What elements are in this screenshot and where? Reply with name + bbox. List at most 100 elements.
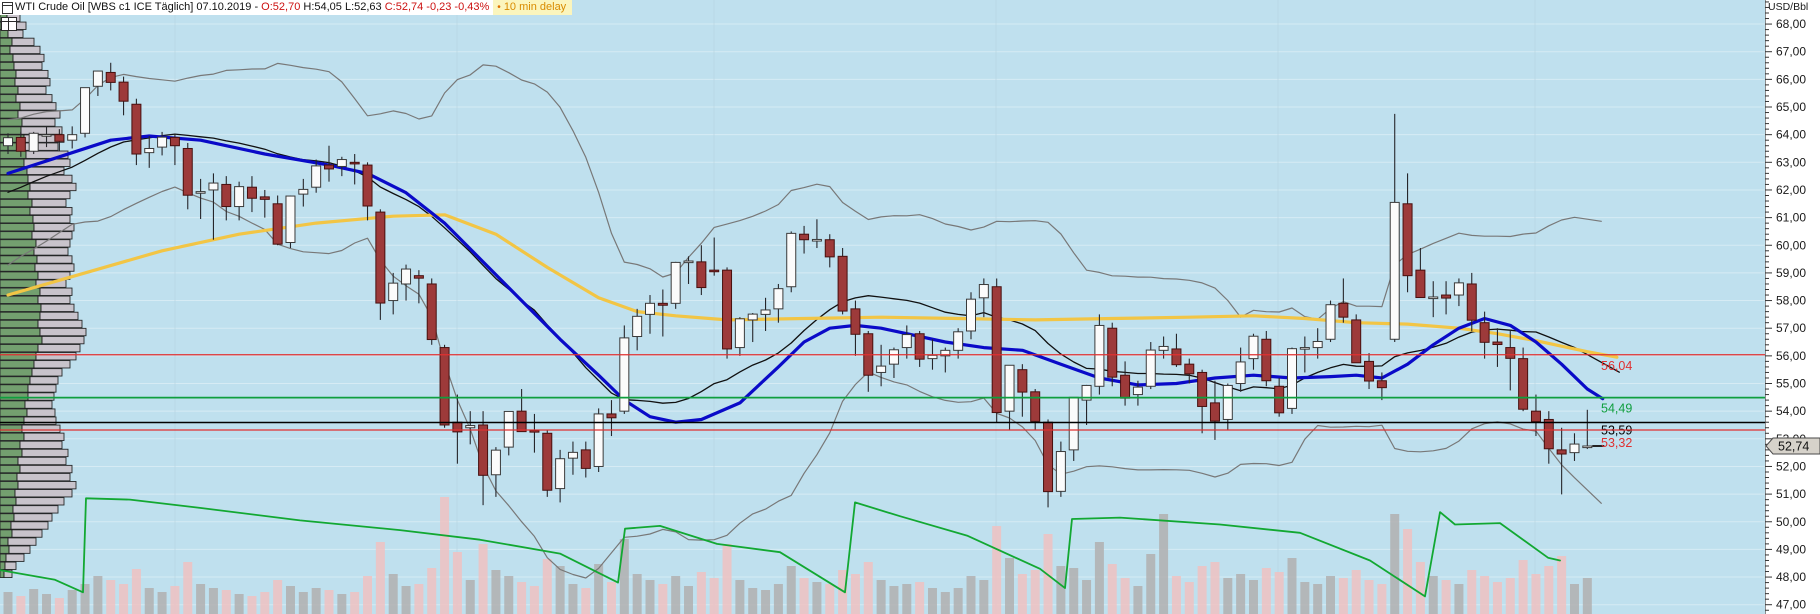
alert-line-label: 53,32 [1601,436,1632,450]
profile-bar-green [0,78,16,87]
volume-bar [1069,568,1079,614]
profile-bar-green [0,440,21,450]
candle [259,196,270,200]
candle [516,410,527,433]
volume-bar [196,584,206,614]
volume-bar [825,584,835,614]
profile-bar-green [0,231,33,240]
profile-bar-green [0,561,6,570]
profile-bar-green [0,497,17,506]
candle [1287,348,1297,409]
candle [375,211,386,304]
profile-bar-gray [23,416,57,425]
volume-bar [992,526,1002,614]
volume-bar [1492,582,1502,614]
axis-tick-label: 63,00 [1776,155,1806,169]
candle [1299,347,1310,350]
candle [298,188,309,195]
close-change-values: C:52,74 -0,23 -0,43% [384,1,490,13]
candle [1312,340,1323,349]
candle [336,159,347,167]
profile-bar-green [0,150,27,159]
volume-bar [735,580,745,614]
candle [41,134,52,137]
profile-bar-gray [21,118,56,127]
candle [1479,322,1490,343]
volume-bar [1518,560,1528,614]
candle [1505,347,1516,359]
candle [1235,361,1246,385]
axis-tick-label: 68,00 [1776,17,1806,31]
volume-bar [606,582,616,614]
profile-bar-gray [31,198,67,208]
profile-bar-gray [27,384,57,393]
volume-bar [504,576,514,614]
profile-bar-green [0,456,19,466]
instrument-title-chip: WTI Crude Oil [WBS c1 ICE Täglich] 07.10… [0,0,494,15]
volume-bar [1300,582,1310,614]
profile-bar-green [0,464,21,474]
volume-bar [401,586,411,614]
volume-bar [350,592,360,614]
volume-bar [1390,514,1400,614]
volume-bar [1364,580,1374,614]
candle [1453,282,1464,296]
profile-bar-gray [10,521,49,530]
profile-bar-gray [41,335,85,345]
profile-bar-gray [7,537,37,546]
profile-bar-gray [12,53,45,63]
volume-bar [1017,574,1027,614]
window-icon[interactable] [2,1,13,14]
profile-bar-gray [15,69,49,79]
profile-bar-green [0,255,38,264]
profile-bar-green [0,61,15,71]
volume-bar [234,594,244,614]
volume-bar [1569,584,1579,614]
candle [1325,304,1336,340]
profile-bar-gray [15,94,53,103]
volume-bar [786,566,796,614]
volume-bar [1480,576,1490,614]
axis-tick-label: 49,00 [1776,542,1806,556]
candlesticks[interactable] [3,62,1593,508]
volume-bar [311,588,321,614]
candle [349,161,360,165]
candle [157,136,168,148]
candle [285,195,296,243]
candle [799,233,810,241]
profile-bar-green [0,53,14,63]
volume-bar [221,590,231,614]
profile-bar-gray [21,424,61,433]
trailing-stop-line [0,497,1561,598]
candle [1530,410,1541,423]
volume-bar [1544,566,1554,614]
axis-tick-label: 65,00 [1776,100,1806,114]
price-axis[interactable]: 47,0048,0049,0050,0051,0052,0053,0054,00… [1765,0,1820,614]
candle [580,449,591,469]
volume-bar [568,584,578,614]
volume-bar [902,584,912,614]
candle [734,318,745,349]
profile-bar-gray [9,45,41,55]
candle [696,261,707,289]
volume-bar [1351,570,1361,614]
candle [670,261,681,304]
candle [324,164,334,170]
volume-bar [979,580,989,614]
mini-window-icon[interactable] [1,17,17,31]
volume-bar [555,566,565,614]
profile-bar-green [0,489,16,498]
volume-bar [632,574,642,614]
profile-bar-gray [29,206,73,216]
candle [362,164,373,207]
volume-bar [491,570,501,614]
volume-bar [363,576,373,614]
profile-bar-gray [26,408,56,417]
volume-bar [54,598,64,614]
volume-bar [42,594,52,614]
profile-bar-gray [40,303,75,313]
volume-bar [1223,578,1233,614]
candle [105,71,116,83]
